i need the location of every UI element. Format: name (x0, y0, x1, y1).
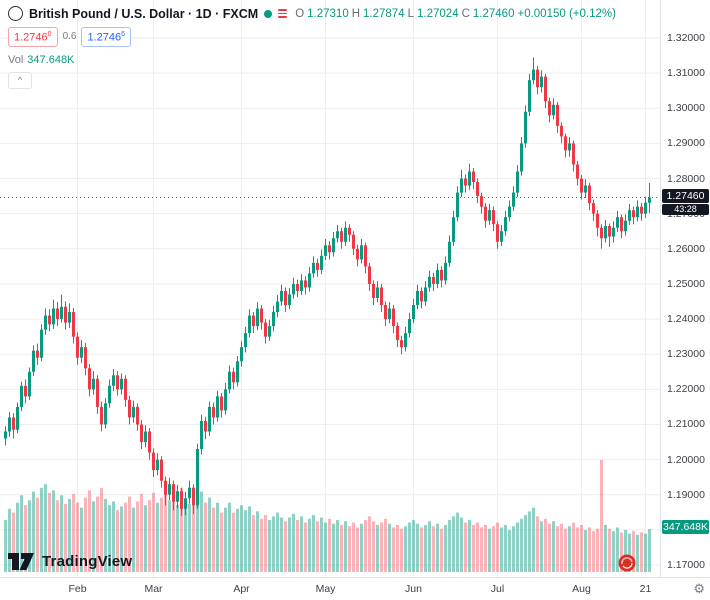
change-value: +0.00150 (+0.12%) (517, 7, 616, 20)
price-tick-label: 1.23000 (667, 348, 705, 361)
price-tick-label: 1.19000 (667, 488, 705, 501)
volume-value: 347.648K (27, 53, 75, 66)
chart-plot-area[interactable]: British Pound / U.S. Dollar · 1D · FXCM … (0, 0, 660, 577)
price-axis[interactable]: 1.27460 43:28 347.648K 1.32000 1.31000 1.3… (660, 0, 710, 577)
bid-ask-row: 1.27460 0.6 1.27466 (8, 27, 616, 47)
market-status-dot-icon[interactable] (264, 9, 273, 18)
volume-axis-badge: 347.648K (662, 519, 709, 534)
ohlc-values: O 1.27310 H 1.27874 L 1.27024 C 1.27460 … (295, 8, 616, 20)
open-value: 1.27310 (307, 7, 349, 20)
price-tick-label: 1.26000 (667, 242, 705, 255)
high-value: 1.27874 (363, 7, 405, 20)
close-value: 1.27460 (472, 7, 515, 20)
time-tick-label: Apr (233, 583, 250, 595)
tradingview-attribution[interactable]: TradingView (8, 553, 132, 570)
open-label: O (295, 7, 305, 20)
close-label: C (461, 7, 470, 20)
settings-gear-icon[interactable]: ⚙ (693, 581, 705, 596)
price-tick-label: 1.22000 (667, 383, 705, 396)
chart-legend: British Pound / U.S. Dollar · 1D · FXCM … (8, 6, 616, 89)
price-tick-label: 1.17000 (667, 559, 705, 571)
price-tick-label: 1.20000 (667, 453, 705, 466)
tradingview-logo-text: TradingView (42, 553, 133, 570)
price-tick-label: 1.31000 (667, 67, 705, 80)
symbol-row[interactable]: British Pound / U.S. Dollar · 1D · FXCM … (8, 6, 616, 21)
price-tick-label: 1.21000 (667, 418, 705, 431)
price-tick-label: 1.29000 (667, 137, 705, 150)
low-value: 1.27024 (417, 7, 459, 20)
time-tick-label: Jul (490, 583, 505, 595)
notes-list-icon[interactable] (278, 9, 288, 18)
collapse-legend-button[interactable]: ^ (8, 71, 32, 89)
last-price-badge: 1.27460 (662, 188, 709, 203)
spread-value: 0.6 (62, 31, 77, 43)
time-tick-label: Aug (572, 583, 591, 595)
symbol-title[interactable]: British Pound / U.S. Dollar · 1D · FXCM (29, 6, 259, 21)
price-tick-label: 1.30000 (667, 102, 705, 115)
time-tick-label: Feb (68, 583, 87, 595)
bid-price-button[interactable]: 1.27460 (8, 27, 58, 47)
candlestick-chart[interactable] (0, 0, 660, 577)
price-tick-label: 1.32000 (667, 32, 705, 44)
volume-row: Vol 347.648K (8, 54, 616, 66)
time-tick-label: Mar (144, 583, 163, 595)
price-tick-label: 1.24000 (667, 313, 705, 326)
symbol-logo-icon (8, 6, 23, 21)
time-tick-label: Jun (405, 583, 422, 595)
time-tick-label: 21 (639, 583, 652, 595)
volume-layer (4, 460, 651, 572)
candles-layer (4, 57, 651, 516)
price-tick-label: 1.25000 (667, 277, 705, 290)
high-label: H (351, 7, 361, 20)
time-axis[interactable]: ⚙ Feb Mar Apr May Jun Jul Aug 21 (0, 577, 710, 600)
time-tick-label: May (315, 583, 336, 595)
low-label: L (407, 7, 415, 20)
corner-red-badge-icon[interactable] (618, 554, 636, 572)
tradingview-logo-icon (8, 553, 34, 570)
ask-price-button[interactable]: 1.27466 (81, 27, 132, 47)
volume-label: Vol (8, 53, 24, 66)
price-tick-label: 1.28000 (667, 172, 705, 185)
bar-countdown-badge: 43:28 (662, 203, 709, 215)
